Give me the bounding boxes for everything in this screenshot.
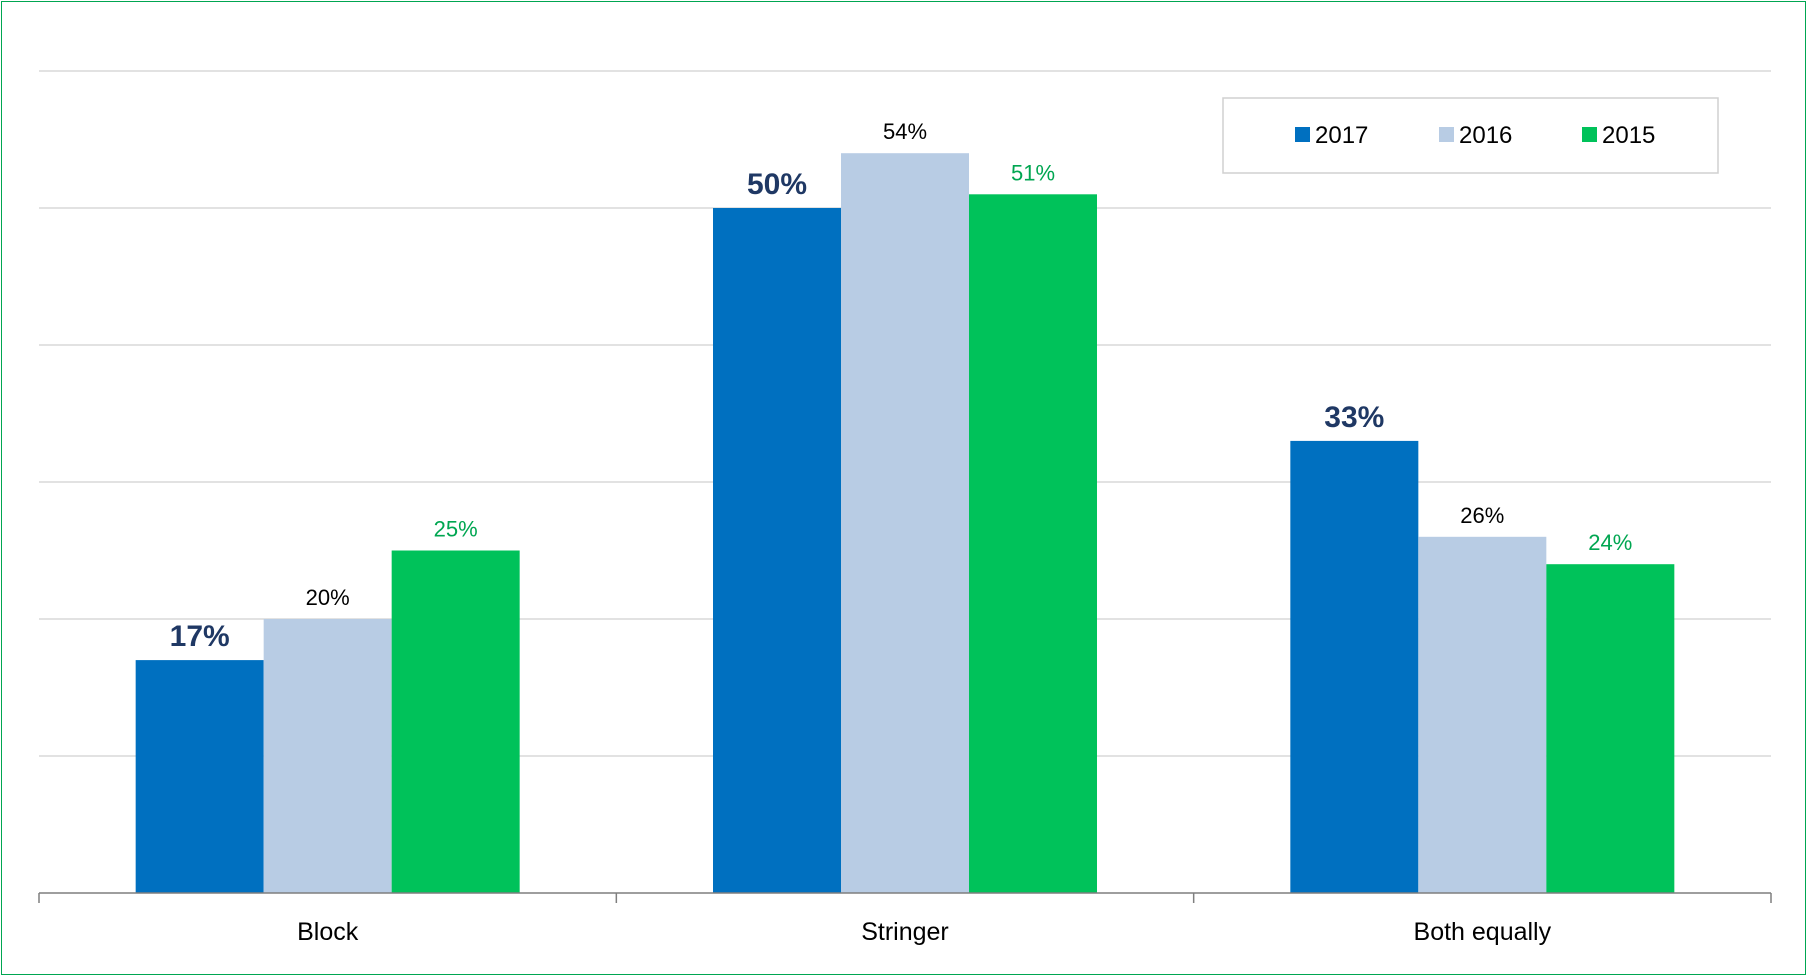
category-label-block: Block <box>297 918 359 946</box>
legend-swatch-2016 <box>1439 127 1454 142</box>
legend-swatch-2017 <box>1295 127 1310 142</box>
x-axis: Block Stringer Both equally <box>38 892 1772 946</box>
data-label-2016-stringer: 54% <box>883 119 927 144</box>
data-label-2017-block: 17% <box>170 620 230 653</box>
data-label-2017-stringer: 50% <box>747 168 807 201</box>
bar-2016-stringer <box>841 153 969 893</box>
bar-2015-stringer <box>969 194 1097 894</box>
data-label-2016-both-equally: 26% <box>1460 503 1504 528</box>
bar-2016-both-equally <box>1418 536 1547 893</box>
legend-label-2017: 2017 <box>1315 122 1368 149</box>
data-label-2016-block: 20% <box>306 585 350 610</box>
data-labels: 17% 20% 25% 50% 54% 51% 33% 26% 24% <box>170 119 1633 653</box>
bar-2017-both-equally <box>1290 440 1419 893</box>
data-label-2017-both-equally: 33% <box>1324 401 1384 434</box>
data-label-2015-both-equally: 24% <box>1588 530 1632 555</box>
category-label-stringer: Stringer <box>861 918 949 946</box>
legend-swatch-2015 <box>1582 127 1597 142</box>
legend: 2017 2016 2015 <box>1222 97 1719 174</box>
bar-2017-stringer <box>713 208 841 893</box>
bar-2016-block <box>263 619 392 893</box>
bar-2015-block <box>391 550 520 893</box>
legend-label-2015: 2015 <box>1602 122 1655 149</box>
data-label-2015-block: 25% <box>434 517 478 542</box>
bars <box>135 153 1675 894</box>
bar-2017-block <box>135 660 264 893</box>
legend-label-2016: 2016 <box>1459 122 1512 149</box>
data-label-2015-stringer: 51% <box>1011 160 1055 185</box>
bar-2015-both-equally <box>1546 564 1675 893</box>
category-label-both-equally: Both equally <box>1414 918 1552 946</box>
